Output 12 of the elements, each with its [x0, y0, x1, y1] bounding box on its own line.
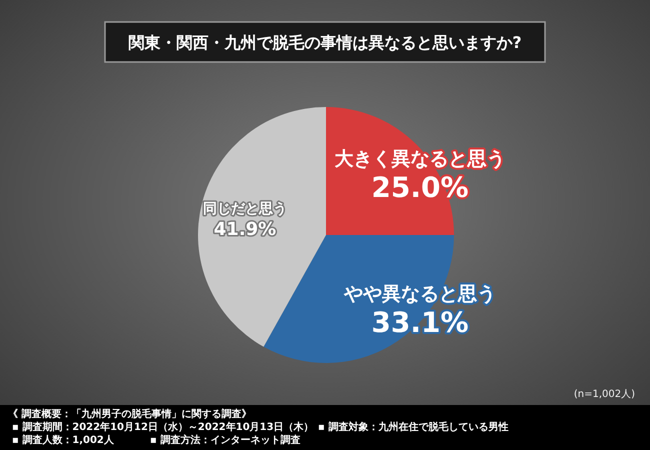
text: ▪ 調査人数：1,002人	[12, 434, 115, 446]
data-label: 41.9%	[214, 219, 276, 240]
text: 《 調査概要：「九州男子の脱毛事情」に関する調査》	[8, 408, 252, 420]
text: ▪ 調査対象：九州在住で脱毛している男性	[318, 421, 508, 433]
text: ▪ 調査方法：インターネット調査	[150, 434, 300, 446]
slice-label: 大きく異なると思う	[334, 148, 506, 170]
pie-slice	[198, 107, 326, 347]
data-label: 33.1%	[371, 306, 469, 339]
chart-title: 関東・関西・九州で脱毛の事情は異なると思いますか?	[128, 33, 522, 52]
text: (n=1,002人)	[574, 389, 636, 400]
slice-label: やや異なると思う	[343, 283, 496, 305]
text: ▪ 調査期間：2022年10月12日（水）～2022年10月13日（木）	[12, 421, 314, 433]
